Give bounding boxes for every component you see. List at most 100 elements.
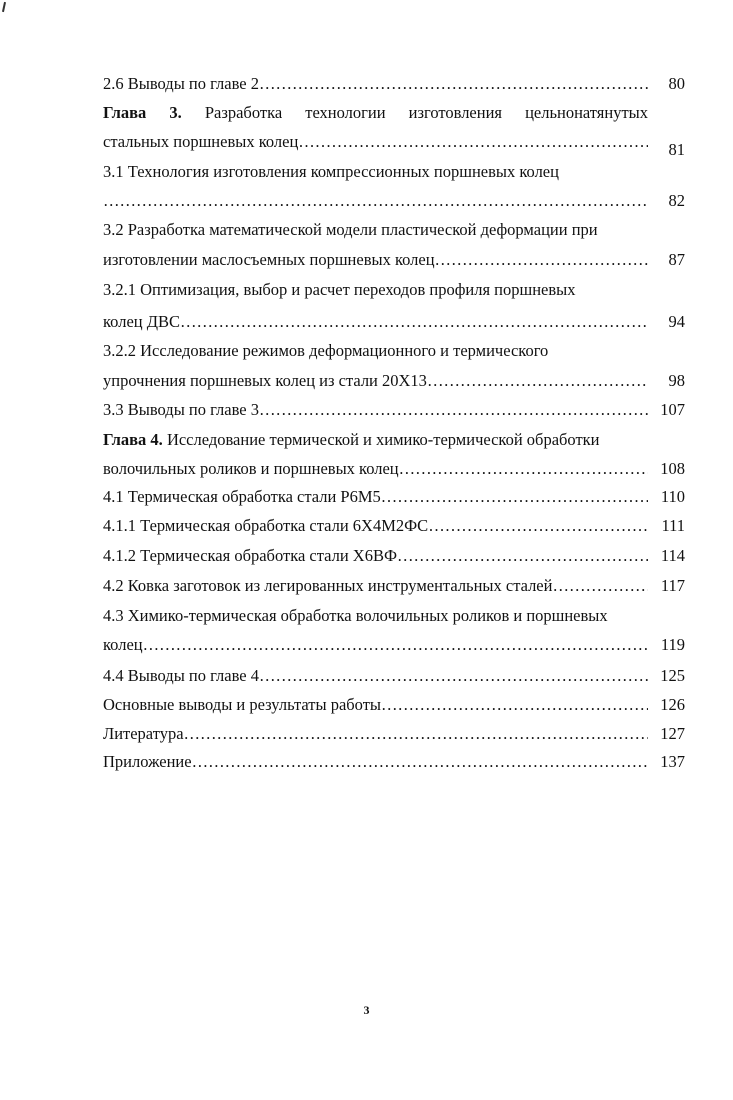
entry-title: 3.1 Технология изготовления компрессионн… <box>103 162 559 181</box>
toc-entry-text: 4.3 Химико-термическая обработка волочил… <box>103 605 608 627</box>
toc-entry-text: стальных поршневых колец <box>103 131 298 153</box>
toc-entry-text: Литература <box>103 723 184 745</box>
toc-line: 3.2.2 Исследование режимов деформационно… <box>103 340 648 362</box>
dot-leader <box>192 751 648 773</box>
toc-line: 4.3 Химико-термическая обработка волочил… <box>103 605 648 627</box>
entry-title: Исследование термической и химико-термич… <box>162 430 600 449</box>
toc-line: Литература <box>103 723 648 745</box>
toc-entry-text: 3.2.2 Исследование режимов деформационно… <box>103 340 548 362</box>
toc-entry-text: 2.6 Выводы по главе 2 <box>103 73 259 95</box>
toc-entry-text: 3.1 Технология изготовления компрессионн… <box>103 161 559 183</box>
dot-leader <box>298 131 648 153</box>
dot-leader <box>259 73 648 95</box>
toc-line: Глава 4. Исследование термической и хими… <box>103 429 648 451</box>
dot-leader <box>184 723 648 745</box>
scan-artifact <box>1 1 7 13</box>
toc-line: 4.1 Термическая обработка стали Р6М5 <box>103 486 648 508</box>
toc-line: 4.4 Выводы по главе 4 <box>103 665 648 687</box>
entry-title: 4.1.1 Термическая обработка стали 6Х4М2Ф… <box>103 516 429 535</box>
toc-line: изготовлении маслосъемных поршневых коле… <box>103 249 648 271</box>
toc-line: стальных поршневых колец <box>103 131 648 153</box>
toc-line: 4.1.1 Термическая обработка стали 6Х4М2Ф… <box>103 515 648 537</box>
toc-line: волочильных роликов и поршневых колец <box>103 458 648 480</box>
toc-line: 3.2 Разработка математической модели пла… <box>103 219 648 241</box>
entry-title: 4.3 Химико-термическая обработка волочил… <box>103 606 608 625</box>
toc-entry-text: колец ДВС <box>103 311 180 333</box>
dot-leader <box>427 370 648 392</box>
dot-leader <box>552 575 648 597</box>
toc-entry-text: 3.2 Разработка математической модели пла… <box>103 219 598 241</box>
toc-entry-text: Основные выводы и результаты работы <box>103 694 381 716</box>
entry-title: упрочнения поршневых колец из стали 20Х1… <box>103 371 427 390</box>
toc-page-number: 117 <box>660 576 685 595</box>
entry-title: 4.4 Выводы по главе 4 <box>103 666 259 685</box>
dot-leader <box>381 694 648 716</box>
toc-page-number: 127 <box>660 724 685 743</box>
toc-entry-text: 4.1.2 Термическая обработка стали Х6ВФ <box>103 545 397 567</box>
toc-line: 4.1.2 Термическая обработка стали Х6ВФ <box>103 545 648 567</box>
toc-line: Глава 3. Разработка технологии изготовле… <box>103 102 648 124</box>
entry-title: изготовлении маслосъемных поршневых коле… <box>103 250 435 269</box>
toc-page-number: 94 <box>668 312 686 331</box>
toc-page-number: 87 <box>668 250 686 269</box>
entry-title: 3.2.1 Оптимизация, выбор и расчет перехо… <box>103 280 576 299</box>
toc-page-number: 114 <box>660 546 685 565</box>
toc-page-number: 125 <box>660 666 685 685</box>
entry-title: 3.2 Разработка математической модели пла… <box>103 220 598 239</box>
toc-line: Основные выводы и результаты работы <box>103 694 648 716</box>
chapter-label: Глава 4. <box>103 430 163 449</box>
entry-title: 4.1 Термическая обработка стали Р6М5 <box>103 487 381 506</box>
dot-leader <box>259 399 648 421</box>
dot-leader <box>435 249 648 271</box>
entry-title: 2.6 Выводы по главе 2 <box>103 74 259 93</box>
toc-line: 3.2.1 Оптимизация, выбор и расчет перехо… <box>103 279 648 301</box>
toc-page-number: 81 <box>668 140 686 159</box>
toc-entry-text: Глава 4. Исследование термической и хими… <box>103 429 600 451</box>
toc-page-number: 110 <box>660 487 685 506</box>
entry-title: 4.2 Ковка заготовок из легированных инст… <box>103 576 553 595</box>
toc-entry-text: 4.1.1 Термическая обработка стали 6Х4М2Ф… <box>103 515 428 537</box>
entry-title: колец ДВС <box>103 312 180 331</box>
toc-entry-text: 4.4 Выводы по главе 4 <box>103 665 259 687</box>
entry-title: волочильных роликов и поршневых колец <box>103 459 399 478</box>
toc-page-number: 82 <box>668 191 686 210</box>
toc-entry-text: волочильных роликов и поршневых колец <box>103 458 399 480</box>
toc-entry-text: 4.2 Ковка заготовок из легированных инст… <box>103 575 552 597</box>
entry-title: 3.3 Выводы по главе 3 <box>103 400 259 419</box>
toc-page-number: 126 <box>660 695 685 714</box>
entry-title: 4.1.2 Термическая обработка стали Х6ВФ <box>103 546 398 565</box>
toc-line: Приложение <box>103 751 648 773</box>
dot-leader <box>381 486 648 508</box>
toc-entry-text: упрочнения поршневых колец из стали 20Х1… <box>103 370 427 392</box>
toc-entry-text: колец <box>103 634 143 656</box>
dot-leader <box>259 665 648 687</box>
page-number: 3 <box>363 1003 370 1017</box>
toc-page-number: 80 <box>668 74 686 93</box>
dot-leader <box>180 311 648 333</box>
toc-line: 4.2 Ковка заготовок из легированных инст… <box>103 575 648 597</box>
toc-line: колец ДВС <box>103 311 648 333</box>
chapter-label: Глава 3. <box>103 103 182 122</box>
toc-line: 3.1 Технология изготовления компрессионн… <box>103 161 648 183</box>
toc-entry-text: 4.1 Термическая обработка стали Р6М5 <box>103 486 381 508</box>
toc-page-number: 119 <box>660 635 685 654</box>
toc-page-number: 108 <box>660 459 685 478</box>
entry-title: Разработка технологии изготовления цельн… <box>181 103 648 122</box>
toc-line: 2.6 Выводы по главе 2 <box>103 73 648 95</box>
entry-title: 3.2.2 Исследование режимов деформационно… <box>103 341 549 360</box>
entry-title: Основные выводы и результаты работы <box>103 695 381 714</box>
toc-line: колец <box>103 634 648 656</box>
dot-leader <box>397 545 648 567</box>
entry-title: стальных поршневых колец <box>103 132 299 151</box>
dot-leader <box>428 515 648 537</box>
toc-entry-text: Приложение <box>103 751 192 773</box>
toc-line: 3.3 Выводы по главе 3 <box>103 399 648 421</box>
toc-page-number: 111 <box>661 516 685 535</box>
entry-title: Литература <box>103 724 184 743</box>
toc-entry-text: изготовлении маслосъемных поршневых коле… <box>103 249 435 271</box>
toc-page-number: 98 <box>668 371 686 390</box>
entry-title: Приложение <box>103 752 192 771</box>
dot-leader <box>399 458 648 480</box>
toc-line: упрочнения поршневых колец из стали 20Х1… <box>103 370 648 392</box>
dot-leader <box>103 190 648 212</box>
